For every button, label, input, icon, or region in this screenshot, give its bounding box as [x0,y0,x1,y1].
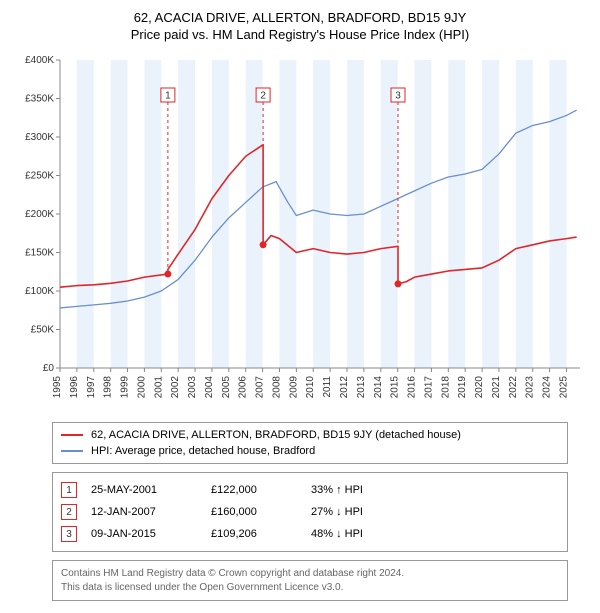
svg-text:£100K: £100K [25,286,54,297]
svg-text:2007: 2007 [255,376,266,399]
svg-text:3: 3 [395,91,401,102]
svg-text:2019: 2019 [457,376,468,399]
events-box: 1 25-MAY-2001£122,00033% ↑ HPI 2 12-JAN-200… [52,472,568,552]
svg-text:1996: 1996 [69,376,80,399]
svg-text:2004: 2004 [204,376,215,399]
svg-text:£0: £0 [43,363,55,374]
event-date: 25-MAY-2001 [91,484,211,496]
legend-row: 62, ACACIA DRIVE, ALLERTON, BRADFORD, BD… [61,427,559,443]
event-pct: 27% ↓ HPI [311,506,363,518]
legend-label: 62, ACACIA DRIVE, ALLERTON, BRADFORD, BD… [91,429,461,441]
event-price: £122,000 [211,484,311,496]
legend-swatch [61,434,83,436]
legend-row: HPI: Average price, detached house, Brad… [61,443,559,459]
event-marker: 1 [61,482,77,498]
legend-label: HPI: Average price, detached house, Brad… [91,445,315,457]
svg-text:2013: 2013 [356,376,367,399]
svg-text:2015: 2015 [390,376,401,399]
svg-text:2012: 2012 [339,376,350,399]
event-marker: 3 [61,526,77,542]
svg-text:2023: 2023 [525,376,536,399]
svg-text:2024: 2024 [542,376,553,399]
svg-text:£50K: £50K [31,325,55,336]
svg-text:£150K: £150K [25,248,54,259]
footer-line-1: Contains HM Land Registry data © Crown c… [61,567,559,581]
legend-box: 62, ACACIA DRIVE, ALLERTON, BRADFORD, BD… [52,422,568,464]
svg-text:2018: 2018 [440,376,451,399]
event-date: 12-JAN-2007 [91,506,211,518]
svg-text:1998: 1998 [103,376,114,399]
svg-text:2017: 2017 [423,376,434,399]
svg-text:£400K: £400K [25,55,54,66]
svg-text:£200K: £200K [25,209,54,220]
svg-text:2022: 2022 [508,376,519,399]
chart-container: 62, ACACIA DRIVE, ALLERTON, BRADFORD, BD… [0,0,600,613]
svg-text:2025: 2025 [558,376,569,399]
svg-text:2008: 2008 [271,376,282,399]
event-price: £160,000 [211,506,311,518]
chart-plot-area: £0 £50K £100K £150K £200K £250K £300K £350K £400… [12,52,588,412]
footer-box: Contains HM Land Registry data © Crown c… [52,560,568,601]
svg-text:2006: 2006 [238,376,249,399]
svg-text:2003: 2003 [187,376,198,399]
event-pct: 33% ↑ HPI [311,484,363,496]
svg-text:2005: 2005 [221,376,232,399]
svg-text:1997: 1997 [86,376,97,399]
svg-text:2000: 2000 [136,376,147,399]
svg-text:2014: 2014 [373,376,384,399]
event-date: 09-JAN-2015 [91,528,211,540]
svg-text:2001: 2001 [153,376,164,399]
event-pct: 48% ↓ HPI [311,528,363,540]
footer-line-2: This data is licensed under the Open Gov… [61,581,559,595]
svg-text:1: 1 [165,91,171,102]
svg-text:£250K: £250K [25,171,54,182]
event-marker: 2 [61,504,77,520]
event-row: 2 12-JAN-2007£160,00027% ↓ HPI [61,501,559,523]
svg-text:2009: 2009 [288,376,299,399]
event-row: 1 25-MAY-2001£122,00033% ↑ HPI [61,479,559,501]
svg-text:2002: 2002 [170,376,181,399]
svg-text:2020: 2020 [474,376,485,399]
svg-text:2011: 2011 [322,376,333,398]
legend-swatch [61,450,83,452]
svg-text:1999: 1999 [120,376,131,399]
svg-text:2: 2 [260,91,266,102]
event-price: £109,206 [211,528,311,540]
chart-title: 62, ACACIA DRIVE, ALLERTON, BRADFORD, BD… [12,10,588,25]
svg-text:2010: 2010 [305,376,316,399]
event-row: 3 09-JAN-2015£109,20648% ↓ HPI [61,523,559,545]
chart-svg: £0 £50K £100K £150K £200K £250K £300K £350K £400… [12,52,588,412]
chart-subtitle: Price paid vs. HM Land Registry's House … [12,27,588,42]
svg-text:1995: 1995 [52,376,63,399]
svg-text:£350K: £350K [25,94,54,105]
svg-text:£300K: £300K [25,132,54,143]
svg-text:2021: 2021 [491,376,502,399]
svg-text:2016: 2016 [407,376,418,399]
